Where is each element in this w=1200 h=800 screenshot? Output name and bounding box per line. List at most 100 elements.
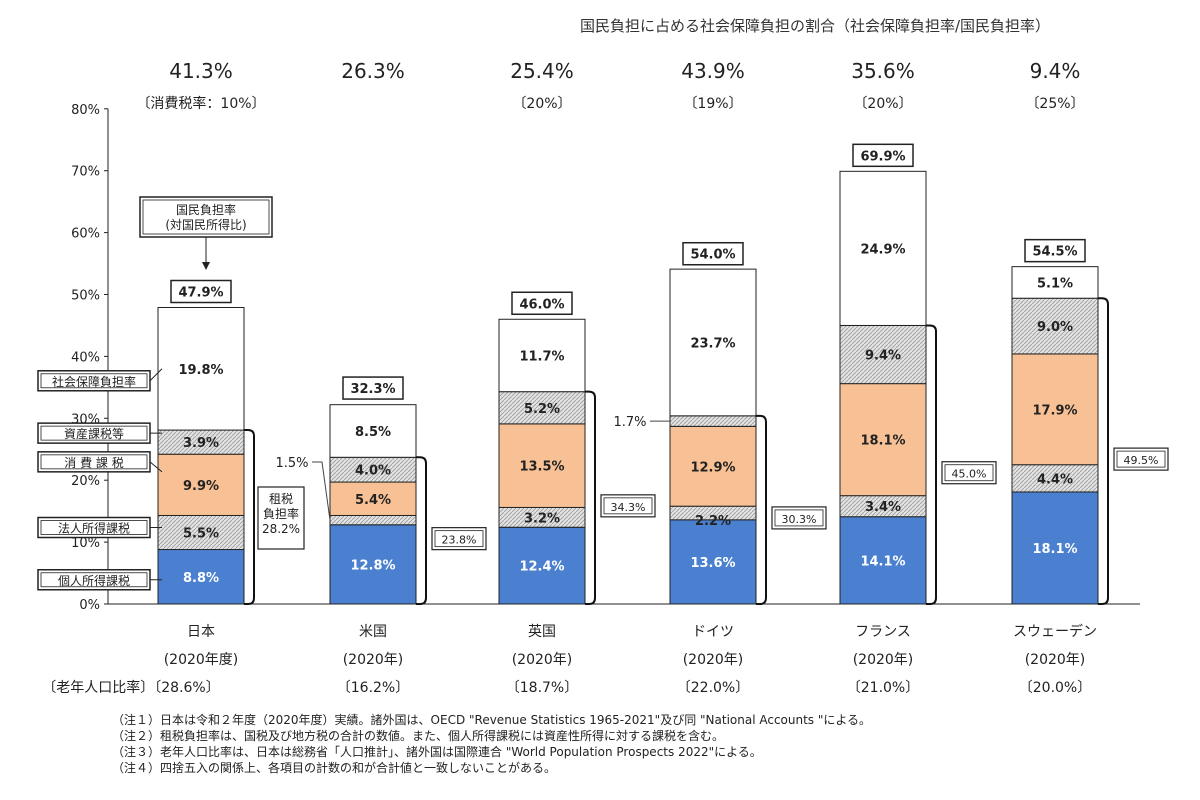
bar-consumption	[669, 425, 757, 507]
bar-label-consumption: 17.9%	[1032, 403, 1077, 418]
bar-label-consumption: 13.5%	[519, 460, 564, 475]
tax-rate-box	[431, 527, 487, 551]
bar-label-consumption: 9.9%	[183, 479, 219, 494]
bar-label-social: 8.5%	[355, 425, 391, 440]
year-label: (2020年)	[343, 652, 404, 668]
tax-rate-box-inner	[944, 464, 994, 482]
tax-bracket	[756, 414, 767, 605]
tax-rate-label: 49.5%	[1124, 454, 1159, 467]
bar-asset	[839, 324, 927, 385]
legend-label-asset: 資産課税等	[64, 426, 124, 441]
bar-social	[157, 306, 245, 431]
legend-label-personal: 個人所得課税	[58, 573, 130, 588]
ss-ratio-label: 26.3%	[341, 59, 405, 83]
legend-label-total: 国民負担率	[176, 202, 236, 217]
bar-asset	[669, 415, 757, 427]
ss-ratio-label: 43.9%	[681, 59, 745, 83]
country-label: 米国	[359, 624, 387, 640]
legend-box-total	[139, 196, 273, 238]
total-label-box	[511, 291, 573, 316]
tax-rate-label-japan: 28.2%	[262, 522, 300, 536]
bar-consumption	[329, 481, 417, 516]
ss-ratio-label: 25.4%	[510, 59, 574, 83]
tax-rate-label-japan: 租税	[269, 492, 293, 506]
year-label: (2020年)	[1025, 652, 1086, 668]
y-tick-label: 10%	[71, 536, 100, 551]
legend-box-inner	[40, 425, 148, 441]
y-tick-label: 0%	[79, 598, 100, 613]
bar-social	[669, 268, 757, 417]
bar-label-asset: 9.0%	[1037, 320, 1073, 335]
y-tick-label: 80%	[71, 103, 100, 118]
bar-label-asset: 4.0%	[355, 464, 391, 479]
legend-label-corporate: 法人所得課税	[58, 521, 130, 536]
bar-consumption	[839, 383, 927, 497]
bar-label-social: 24.9%	[860, 242, 905, 257]
bar-social	[329, 404, 417, 458]
bar-label-consumption: 12.9%	[690, 460, 735, 475]
tax-bracket	[416, 456, 427, 605]
arrow-icon	[202, 262, 210, 270]
aging-ratio-label: 〔18.7%〕	[506, 680, 578, 696]
total-label: 69.9%	[860, 149, 905, 164]
bar-corporate	[329, 514, 417, 526]
aging-ratio-label: 〔老年人口比率〕〔28.6%〕	[42, 679, 219, 696]
chart: 0%10%20%30%40%50%60%70%80% 国民負担に占める社会保障負…	[37, 17, 1169, 696]
country-label: フランス	[855, 624, 911, 640]
tax-rate-box-inner	[603, 497, 653, 515]
bar-label-corporate: 4.4%	[1037, 472, 1073, 487]
bar-label-social: 23.7%	[690, 336, 735, 351]
bar-label-consumption: 5.4%	[355, 493, 391, 508]
vat-rate-label: 〔25%〕	[1025, 96, 1084, 112]
bar-label-corporate: 3.2%	[524, 511, 560, 526]
ss-ratio-label: 9.4%	[1030, 59, 1081, 83]
country-label: ドイツ	[692, 624, 734, 640]
bar-social	[498, 318, 586, 393]
legend-leader	[149, 461, 163, 473]
legend-leader	[149, 368, 163, 382]
footnotes: （注１）日本は令和２年度（2020年度）実績。諸外国は、OECD "Revenu…	[112, 712, 1182, 776]
y-tick-label: 70%	[71, 165, 100, 180]
bar-personal	[329, 524, 417, 605]
country-label: 日本	[187, 624, 215, 640]
bar-asset	[1011, 297, 1099, 355]
tax-rate-label: 30.3%	[782, 513, 817, 526]
aging-ratio-label: 〔21.0%〕	[847, 680, 919, 696]
y-tick-label: 60%	[71, 227, 100, 242]
bar-label-corporate: 1.5%	[275, 456, 308, 471]
bar-label-social: 5.1%	[1037, 276, 1073, 291]
bar-personal	[669, 519, 757, 605]
tax-rate-box	[600, 494, 656, 518]
legend-label-total: (対国民所得比)	[165, 217, 246, 232]
total-label-box	[1024, 238, 1086, 263]
bar-label-personal: 12.4%	[519, 560, 564, 575]
bar-consumption	[1011, 353, 1099, 466]
bar-label-asset: 3.9%	[183, 436, 219, 451]
total-label: 46.0%	[519, 297, 564, 312]
tax-rate-box	[1113, 447, 1169, 471]
bar-label-personal: 12.8%	[350, 558, 395, 573]
total-label: 47.9%	[178, 285, 223, 300]
year-label: (2020年)	[512, 652, 573, 668]
bar-personal	[498, 526, 586, 605]
legend-box-inner	[40, 454, 148, 470]
bar-asset	[498, 391, 586, 425]
tax-rate-box-inner	[774, 509, 824, 527]
year-label: (2020年度)	[164, 652, 239, 668]
total-label-box	[342, 376, 404, 400]
footnote-4: （注４）四捨五入の関係上、各項目の計数の和が合計値と一致しないことがある。	[112, 761, 557, 775]
vat-rate-label: 〔19%〕	[683, 96, 742, 112]
vat-rate-label: 〔消費税率：10%〕	[136, 95, 265, 112]
aging-ratio-label: 〔16.2%〕	[337, 680, 409, 696]
country-label: スウェーデン	[1013, 623, 1097, 640]
ss-ratio-label: 35.6%	[851, 59, 915, 83]
ss-ratio-label: 41.3%	[169, 59, 233, 83]
tax-bracket	[926, 324, 937, 605]
bar-social	[839, 170, 927, 326]
y-tick-label: 50%	[71, 289, 100, 304]
bar-corporate	[1011, 464, 1099, 493]
total-label-box	[170, 279, 232, 304]
total-label-box	[852, 143, 914, 168]
bar-asset	[157, 429, 245, 455]
tax-bracket	[1098, 297, 1109, 605]
